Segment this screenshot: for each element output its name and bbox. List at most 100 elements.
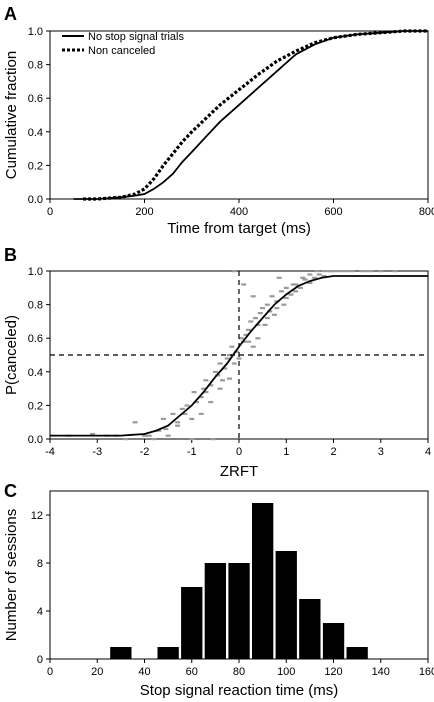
session-point [231, 270, 237, 273]
session-point [271, 313, 277, 316]
session-point [175, 424, 181, 427]
panel-b-reference-lines [50, 271, 428, 439]
session-point [210, 438, 216, 441]
panel-b-x-tick-label: 3 [378, 446, 384, 458]
session-point [246, 340, 251, 343]
panel-a-x-ticks: 0 200 400 600 800 [47, 199, 434, 218]
histogram-bar [157, 647, 179, 659]
session-point [283, 286, 289, 289]
panel-b-x-tick-label: -4 [45, 446, 55, 458]
panel-a-y-tick-label: 0.6 [28, 93, 43, 105]
panel-b-x-tick-label: 1 [283, 446, 289, 458]
session-point [321, 275, 327, 278]
session-point [198, 412, 204, 415]
session-point [238, 337, 244, 340]
session-point [359, 270, 365, 273]
panel-b-x-tick-label: -1 [187, 446, 197, 458]
session-point [283, 296, 289, 300]
panel-c-y-tick-label: 12 [31, 510, 43, 522]
session-point [224, 357, 230, 360]
non-canceled-line [83, 29, 428, 201]
session-point [189, 417, 195, 420]
session-point [255, 337, 261, 340]
session-point [220, 379, 225, 382]
panel-c-x-ticks: 0 20 40 60 80 100 120 140 160 [47, 659, 434, 678]
session-point [123, 438, 129, 441]
panel-c: C 0 20 40 60 80 100 120 140 160 0 4 8 12 Stop signa… [3, 481, 434, 699]
session-point [217, 362, 223, 365]
session-point [321, 270, 327, 273]
histogram-bar [204, 563, 226, 659]
panel-b-y-ticks: 0.0 0.2 0.4 0.6 0.8 1.0 [28, 266, 50, 446]
weibull-fit-line [50, 275, 428, 437]
panel-c-y-tick-label: 0 [37, 654, 43, 666]
panel-c-x-label: Stop signal reaction time (ms) [140, 682, 338, 699]
session-point [257, 312, 263, 315]
panel-a-x-tick-label: 0 [47, 206, 53, 218]
panel-c-x-tick-label: 20 [91, 666, 103, 678]
panel-a-x-tick-label: 600 [324, 206, 342, 218]
session-point [208, 384, 214, 387]
panel-c-bars [110, 503, 368, 659]
session-point [307, 273, 313, 276]
panel-a-series [73, 29, 428, 201]
session-point [165, 434, 171, 437]
session-point [217, 387, 223, 390]
session-point [229, 345, 235, 348]
panel-b-y-tick-label: 0.6 [28, 333, 43, 345]
session-point [300, 276, 306, 279]
panel-c-y-tick-label: 4 [37, 606, 43, 618]
session-point [208, 401, 214, 404]
session-point [231, 362, 237, 365]
session-point [198, 396, 204, 399]
histogram-bar [181, 587, 203, 659]
session-point [203, 379, 209, 382]
session-point [194, 401, 199, 404]
session-point [307, 281, 313, 284]
session-point [368, 270, 374, 273]
legend-label-no-stop: No stop signal trials [88, 31, 184, 43]
session-point [184, 404, 190, 407]
session-point [160, 417, 166, 420]
panel-b-y-tick-label: 0.8 [28, 300, 43, 312]
panel-b: B -4 -3 -2 -1 0 1 2 3 4 0.00.20.40.60.81.0 ZRFT … [3, 245, 431, 480]
session-point [392, 270, 398, 273]
panel-b-x-ticks: -4 -3 -2 -1 0 1 2 3 4 [45, 439, 431, 458]
session-point [132, 421, 138, 424]
panel-a-legend: No stop signal trials Non canceled [62, 31, 184, 57]
panel-c-x-tick-label: 100 [277, 666, 295, 678]
session-point [156, 429, 162, 432]
panel-a-x-tick-label: 200 [135, 206, 153, 218]
histogram-bar [346, 647, 368, 659]
session-point [281, 303, 287, 306]
session-point [90, 433, 95, 436]
session-point [378, 270, 384, 273]
panel-b-y-label: P(canceled) [3, 315, 20, 395]
session-point [316, 273, 322, 276]
panel-a-letter: A [4, 4, 17, 24]
panel-b-x-tick-label: -2 [140, 446, 150, 458]
session-point [236, 357, 242, 360]
panel-b-x-tick-label: 2 [330, 446, 336, 458]
session-point [293, 290, 299, 293]
panel-b-x-tick-label: 0 [236, 446, 242, 458]
session-point [212, 370, 218, 373]
panel-a-x-tick-label: 400 [230, 206, 248, 218]
session-point [262, 323, 268, 326]
panel-a-y-tick-label: 0.4 [28, 127, 43, 139]
session-point [241, 283, 247, 286]
panel-c-letter: C [4, 481, 17, 501]
panel-c-x-tick-label: 0 [47, 666, 53, 678]
session-point [290, 283, 296, 286]
session-point [267, 310, 273, 313]
panel-a: A 0 200 400 600 800 0.0 0.2 0.4 0.6 0.8 1.0 No st… [3, 4, 434, 237]
session-point [274, 300, 280, 303]
panel-c-y-ticks: 0 4 8 12 [31, 510, 50, 666]
session-point [314, 270, 320, 273]
session-point [364, 270, 370, 273]
session-point [302, 278, 308, 281]
session-point [248, 320, 254, 323]
session-point [345, 270, 351, 273]
panel-b-fit-curve [50, 275, 428, 437]
session-point [340, 270, 346, 273]
